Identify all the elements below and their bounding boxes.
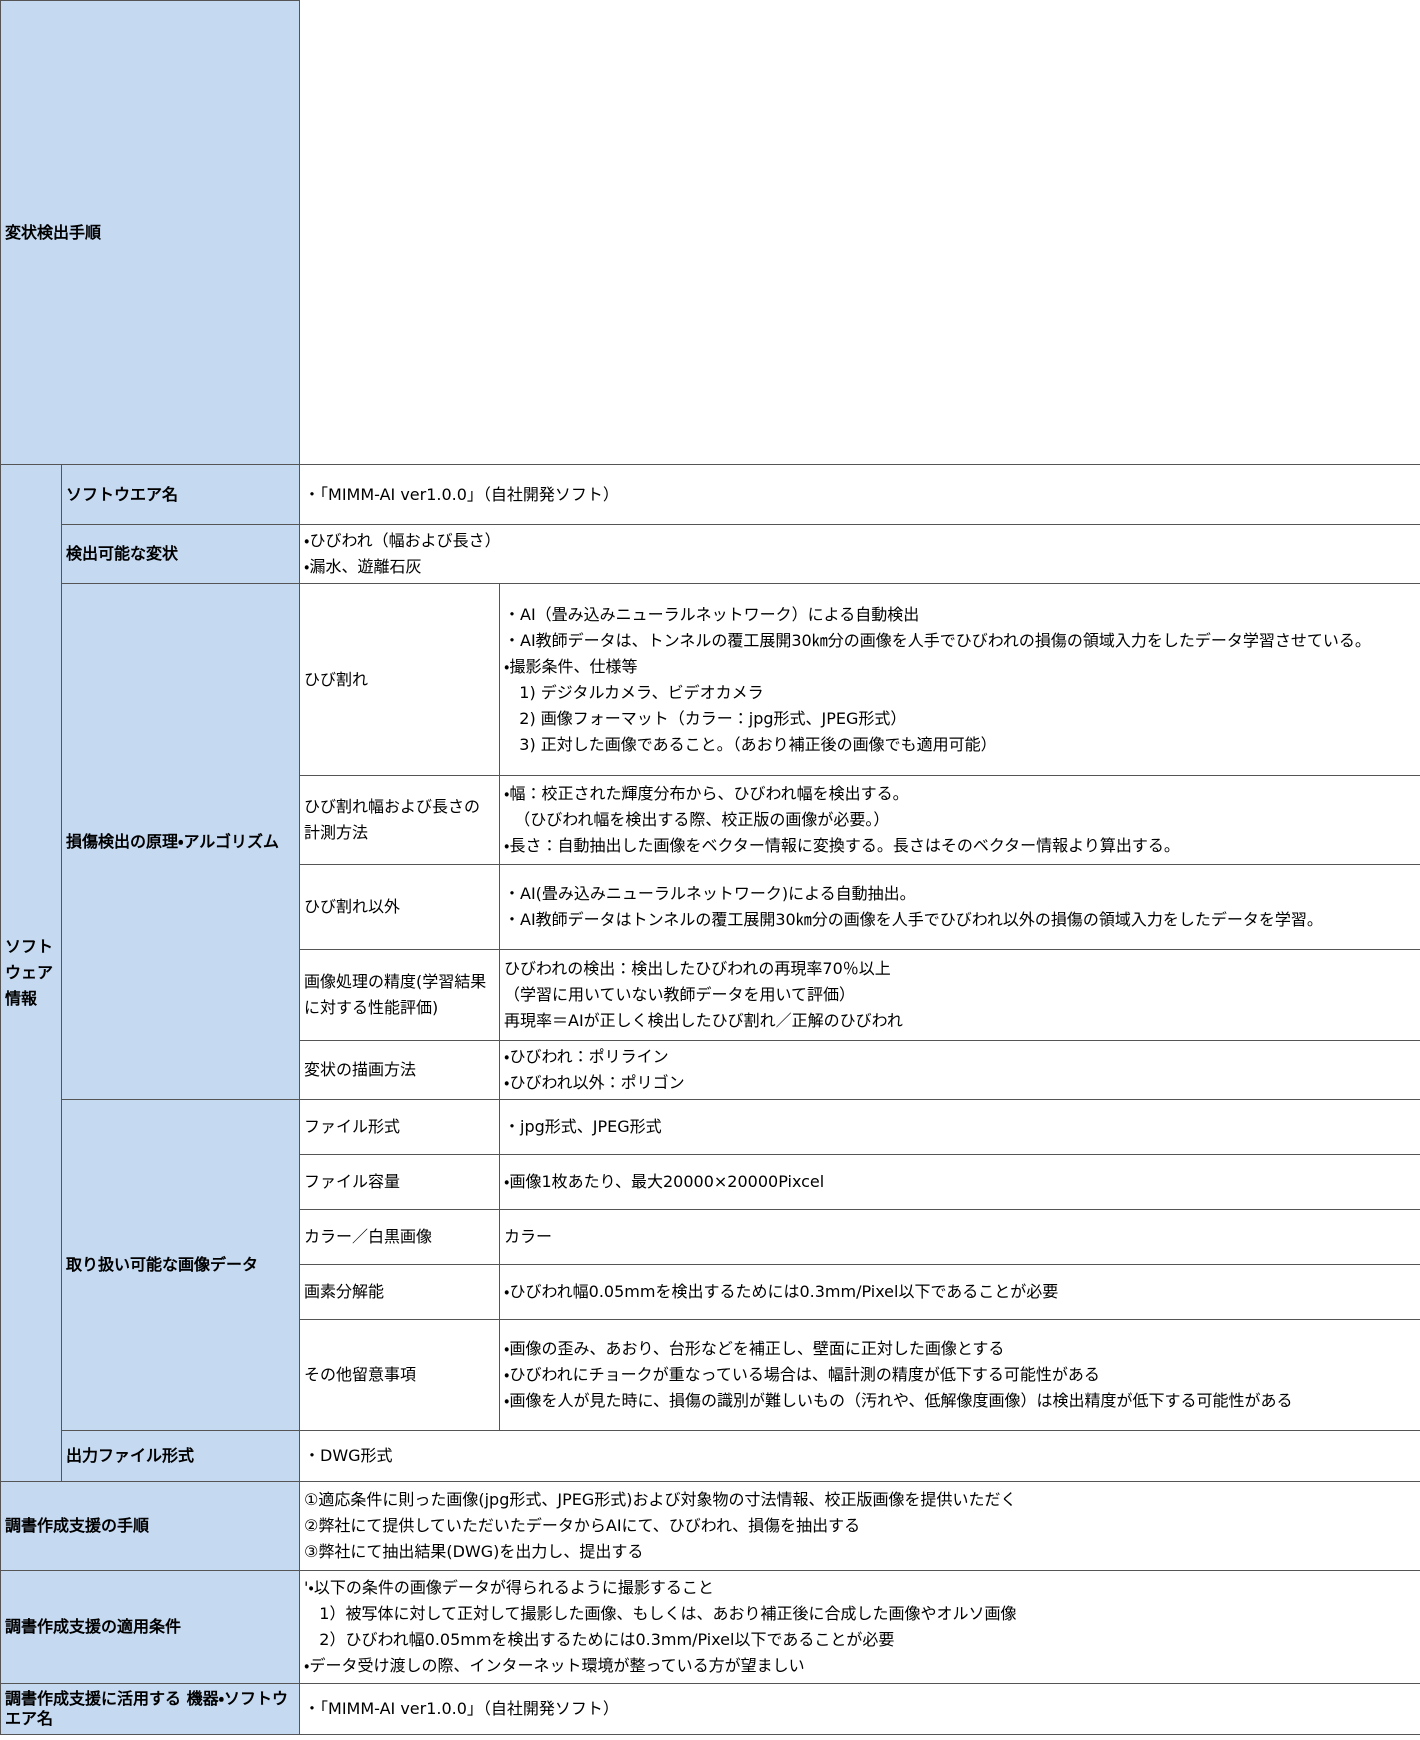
text-line: ・画像1枚あたり、最大20000×20000Pixcel — [504, 1172, 825, 1191]
label-cell: 画素分解能 — [299, 1264, 501, 1320]
row: 変状検出手順 — [0, 0, 1420, 465]
text-line: 1）被写体に対して正対して撮影した画像、もしくは、あおり補正後に合成した画像やオ… — [304, 1604, 1017, 1623]
row: 検出可能な変状 ・ひびわれ（幅および長さ） ・漏水、遊離石灰 — [1, 524, 1420, 584]
label-cell: その他留意事項 — [299, 1319, 501, 1431]
text-line: 2）ひびわれ幅0.05mmを検出するためには0.3mm/Pixel以下であること… — [304, 1630, 895, 1649]
text-line: ・長さ：自動抽出した画像をベクター情報に変換する。長さはそのベクター情報より算出… — [504, 836, 1180, 855]
text-line: ・AI(畳み込みニューラルネットワーク)による自動抽出。 — [504, 884, 916, 903]
content-cell: ・幅：校正された輝度分布から、ひびわれ幅を検出する。 （ひびわれ幅を検出する際、… — [499, 775, 1420, 865]
text-line: 2) 画像フォーマット（カラー：jpg形式、JPEG形式） — [504, 708, 907, 728]
text-line: ①適応条件に則った画像(jpg形式、JPEG形式)および対象物の寸法情報、校正版… — [304, 1490, 1017, 1509]
content-cell: ①適応条件に則った画像(jpg形式、JPEG形式)および対象物の寸法情報、校正版… — [299, 1481, 1420, 1571]
text-line: ・ひびわれ幅0.05mmを検出するためには0.3mm/Pixel以下であることが… — [504, 1282, 1059, 1301]
label-cell: 変状検出手順 — [0, 0, 301, 465]
text-line: ・画像を人が見た時に、損傷の識別が難しいもの（汚れや、低解像度画像）は検出精度が… — [504, 1391, 1293, 1410]
label-cell: ファイル容量 — [299, 1154, 501, 1210]
text-line: ②弊社にて提供していただいたデータからAIにて、ひびわれ、損傷を抽出する — [304, 1516, 861, 1535]
label-cell: 損傷検出の原理・アルゴリズム — [60, 583, 301, 1100]
text-line: ・DWG形式 — [304, 1446, 393, 1465]
row: ひび割れ幅および長さの計測方法 ・幅：校正された輝度分布から、ひびわれ幅を検出する… — [1, 775, 1420, 865]
row: ソフトウェア情報 ソフトウエア名 ・「MIMM-AI ver1.0.0」（自社開発ソ… — [0, 464, 1420, 1482]
text-line: （ひびわれ幅を検出する際、校正版の画像が必要。） — [504, 810, 890, 829]
text-line: ・撮影条件、仕様等 — [504, 656, 638, 676]
text-line: 1) デジタルカメラ、ビデオカメラ — [504, 682, 764, 702]
label-cell: 画像処理の精度(学習結果に対する性能評価) — [299, 949, 501, 1041]
content-cell: '・以下の条件の画像データが得られるように撮影すること 1）被写体に対して正対し… — [299, 1570, 1420, 1684]
text-line: （学習に用いていない教師データを用いて評価） — [504, 985, 856, 1004]
row: 調書作成支援に活用する 機器・ソフトウエア名 ・「MIMM-AI ver1.0.0… — [0, 1683, 1420, 1735]
label-cell: ソフトウエア名 — [60, 464, 301, 525]
content-cell: ・ひびわれ幅0.05mmを検出するためには0.3mm/Pixel以下であることが… — [499, 1264, 1420, 1320]
label-cell: 出力ファイル形式 — [60, 1430, 301, 1482]
content-cell: ・DWG形式 — [299, 1430, 1420, 1482]
content-cell: ・画像の歪み、あおり、台形などを補正し、壁面に正対した画像とする・ひびわれにチョ… — [499, 1319, 1420, 1431]
row: 取り扱い可能な画像データ ファイル形式 ・jpg形式、JPEG形式 — [1, 1099, 1420, 1431]
content-cell: ・ひびわれ：ポリライン ・ひびわれ以外：ポリゴン — [499, 1040, 1420, 1100]
content-cell: ひびわれの検出：検出したひびわれの再現率70％以上 （学習に用いていない教師データ… — [499, 949, 1420, 1041]
row: その他留意事項 ・画像の歪み、あおり、台形などを補正し、壁面に正対した画像とする・… — [1, 1319, 1420, 1431]
content-cell: ・ひびわれ（幅および長さ） ・漏水、遊離石灰 — [299, 524, 1420, 584]
text-line: ・jpg形式、JPEG形式 — [504, 1117, 662, 1136]
row: 調書作成支援の適用条件 '・以下の条件の画像データが得られるように撮影すること 1… — [0, 1570, 1420, 1684]
content-cell: ・「MIMM-AI ver1.0.0」（自社開発ソフト） — [299, 464, 1420, 525]
text-line: 再現率＝AIが正しく検出したひび割れ／正解のひびわれ — [504, 1011, 903, 1030]
label-cell: 調書作成支援に活用する 機器・ソフトウエア名 — [0, 1683, 301, 1735]
row: 変状の描画方法 ・ひびわれ：ポリライン ・ひびわれ以外：ポリゴン — [1, 1040, 1420, 1100]
label-cell: ひび割れ — [299, 583, 501, 776]
text-line: ・「MIMM-AI ver1.0.0」（自社開発ソフト） — [304, 1699, 619, 1718]
label-cell: ファイル形式 — [299, 1099, 501, 1155]
label-cell: 変状の描画方法 — [299, 1040, 501, 1100]
text-line: ・ひびわれ：ポリライン — [504, 1047, 669, 1066]
row: ファイル容量 ・画像1枚あたり、最大20000×20000Pixcel — [1, 1154, 1420, 1210]
text-line: ③弊社にて抽出結果(DWG)を出力し、提出する — [304, 1542, 644, 1561]
label-cell: ソフトウェア情報 — [0, 464, 62, 1482]
content-cell: カラー — [499, 1209, 1420, 1265]
text-line: ・ひびわれにチョークが重なっている場合は、幅計測の精度が低下する可能性がある — [504, 1365, 1100, 1384]
label-cell: 調書作成支援の手順 — [0, 1481, 301, 1571]
text-line: ・画像の歪み、あおり、台形などを補正し、壁面に正対した画像とする — [504, 1339, 1005, 1358]
text-line: ・「MIMM-AI ver1.0.0」（自社開発ソフト） — [304, 484, 619, 504]
row: 調書作成支援の手順 ①適応条件に則った画像(jpg形式、JPEG形式)および対象物… — [0, 1481, 1420, 1571]
content-cell: ・「MIMM-AI ver1.0.0」（自社開発ソフト） — [299, 1683, 1420, 1735]
text-line: ・ひびわれ以外：ポリゴン — [504, 1073, 685, 1092]
label-cell: ひび割れ以外 — [299, 864, 501, 950]
label-cell: ひび割れ幅および長さの計測方法 — [299, 775, 501, 865]
row: 出力ファイル形式 ・DWG形式 — [1, 1430, 1420, 1482]
label-cell: 検出可能な変状 — [60, 524, 301, 584]
row: カラー／白黒画像 カラー — [1, 1209, 1420, 1265]
label-cell: 取り扱い可能な画像データ — [60, 1099, 301, 1431]
text-line: ・AI教師データはトンネルの覆工展開30㎞分の画像を人手でひびわれ以外の損傷の領… — [504, 910, 1323, 929]
text-line: '・以下の条件の画像データが得られるように撮影すること — [304, 1578, 714, 1597]
row: 画像処理の精度(学習結果に対する性能評価) ひびわれの検出：検出したひびわれの再現… — [1, 949, 1420, 1041]
row: 画素分解能 ・ひびわれ幅0.05mmを検出するためには0.3mm/Pixel以下で… — [1, 1264, 1420, 1320]
content-cell: ・AI（畳み込みニューラルネットワーク）による自動検出・AI教師データは、トンネ… — [499, 583, 1420, 776]
text-line: ・AI（畳み込みニューラルネットワーク）による自動検出 — [504, 604, 920, 624]
content-cell: ・画像1枚あたり、最大20000×20000Pixcel — [499, 1154, 1420, 1210]
text-line: カラー — [504, 1227, 553, 1246]
text-line: ・データ受け渡しの際、インターネット環境が整っている方が望ましい — [304, 1656, 805, 1675]
text-line: ひびわれの検出：検出したひびわれの再現率70％以上 — [504, 959, 891, 978]
text-line: ・ひびわれ（幅および長さ） — [304, 531, 501, 550]
text-line: 3) 正対した画像であること。（あおり補正後の画像でも適用可能） — [504, 734, 997, 754]
text-line: ・漏水、遊離石灰 — [304, 557, 422, 576]
row: 損傷検出の原理・アルゴリズム ひび割れ ・AI（畳み込みニューラルネットワーク）によ… — [1, 583, 1420, 1100]
label-cell: カラー／白黒画像 — [299, 1209, 501, 1265]
content-cell: ・jpg形式、JPEG形式 — [499, 1099, 1420, 1155]
content-cell: ・AI(畳み込みニューラルネットワーク)による自動抽出。・AI教師データはトンネ… — [499, 864, 1420, 950]
label-cell: 調書作成支援の適用条件 — [0, 1570, 301, 1684]
row: ひび割れ以外 ・AI(畳み込みニューラルネットワーク)による自動抽出。・AI教師デ… — [1, 864, 1420, 950]
text-line: ・幅：校正された輝度分布から、ひびわれ幅を検出する。 — [504, 784, 909, 803]
text-line: ・AI教師データは、トンネルの覆工展開30㎞分の画像を人手でひびわれの損傷の領域… — [504, 630, 1371, 650]
